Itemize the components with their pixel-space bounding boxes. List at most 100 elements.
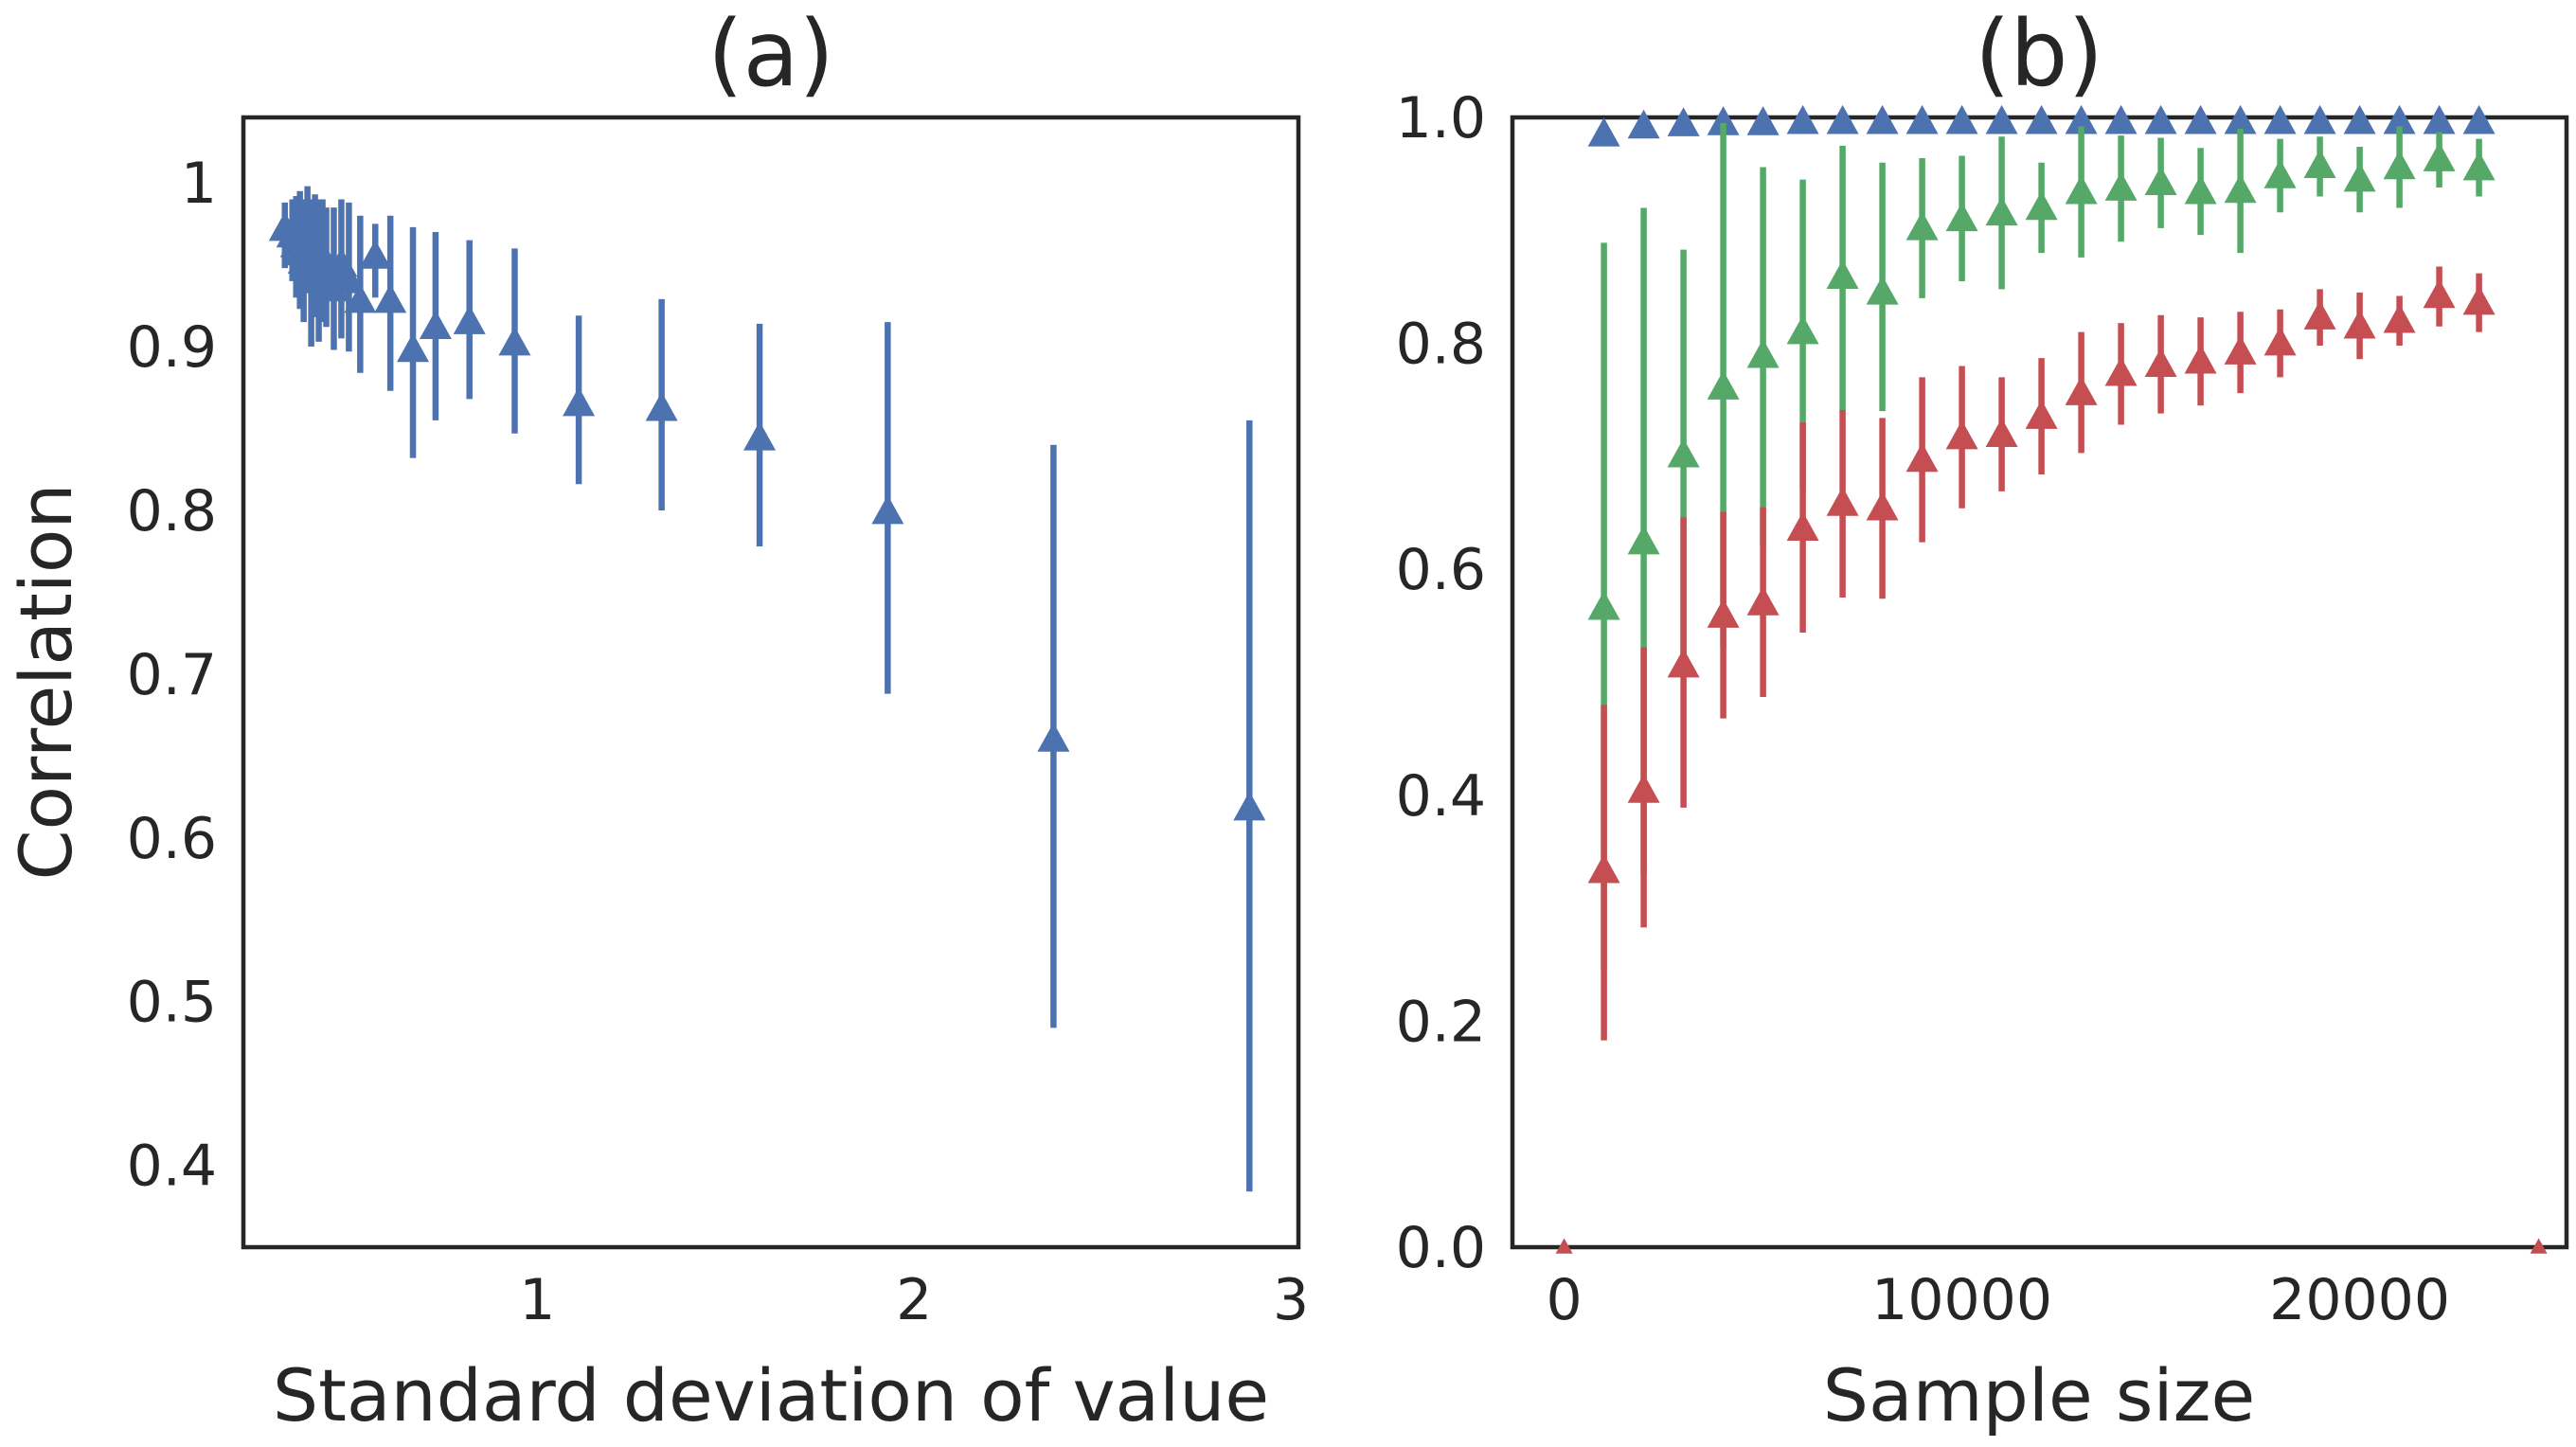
data-point-marker xyxy=(743,421,777,451)
panel-a-x-axis-label: Standard deviation of value xyxy=(273,1353,1269,1438)
panel-a-y-tick-label: 0.4 xyxy=(127,1134,217,1200)
panel-b-xticks: 0 10000 20000 xyxy=(1547,1267,2451,1333)
data-point-marker xyxy=(1985,104,2018,134)
data-point-marker xyxy=(1707,106,1740,135)
panel-a-y-tick-label: 1 xyxy=(181,151,217,217)
panel-a-y-tick-label: 0.5 xyxy=(127,970,217,1036)
data-point-marker xyxy=(1786,104,1819,134)
data-point-marker xyxy=(1707,370,1740,400)
data-point-marker xyxy=(2065,104,2098,134)
data-point-marker xyxy=(1627,774,1660,803)
data-point-marker xyxy=(871,494,904,525)
data-point-marker xyxy=(1667,107,1700,136)
data-point-marker xyxy=(2423,142,2456,171)
data-point-marker xyxy=(2025,190,2058,221)
series-correlation xyxy=(268,186,1266,1192)
data-point-marker xyxy=(1587,853,1620,884)
data-point-marker xyxy=(2303,149,2336,179)
panel-a-marks xyxy=(268,186,1266,1192)
data-point-marker xyxy=(2184,174,2217,205)
data-point-marker xyxy=(1746,338,1780,368)
panel-a-y-tick-label: 0.6 xyxy=(127,806,217,872)
data-point-marker xyxy=(1707,598,1740,628)
data-point-marker xyxy=(2423,278,2456,309)
panel-b-x-axis-label: Sample size xyxy=(1823,1353,2255,1438)
data-point-marker xyxy=(1985,196,2018,226)
panel-b-frame xyxy=(1510,115,2569,1250)
data-point-marker xyxy=(1826,104,1859,134)
data-point-marker xyxy=(1985,418,2018,447)
series-green xyxy=(1587,122,2496,971)
data-point-marker xyxy=(2144,166,2177,195)
data-point-marker xyxy=(419,310,452,340)
data-point-marker xyxy=(1905,104,1939,134)
panel-b-x-tick-label: 10000 xyxy=(1871,1267,2052,1333)
data-point-marker xyxy=(1627,109,1660,139)
data-point-marker xyxy=(1866,104,1899,134)
data-point-marker xyxy=(498,326,531,356)
data-point-marker xyxy=(1866,276,1899,305)
data-point-marker xyxy=(2065,376,2098,405)
data-point-marker xyxy=(1587,117,1620,147)
data-point-marker xyxy=(344,283,377,313)
data-point-marker xyxy=(359,240,392,269)
data-point-marker xyxy=(2343,162,2376,192)
data-point-marker xyxy=(2462,104,2496,134)
data-point-marker xyxy=(1627,525,1660,555)
data-point-marker xyxy=(2423,104,2456,134)
panel-a-yticks: 0.4 0.5 0.6 0.7 0.8 0.9 1 xyxy=(127,151,217,1199)
data-point-marker xyxy=(332,264,366,294)
data-point-marker xyxy=(2383,104,2416,134)
panel-b-yticks: 0.0 0.2 0.4 0.6 0.8 1.0 xyxy=(1396,85,1486,1281)
data-point-marker xyxy=(374,283,407,313)
data-point-marker xyxy=(1786,314,1819,345)
data-point-marker xyxy=(1945,420,1978,450)
data-point-marker xyxy=(2462,285,2496,315)
data-point-marker xyxy=(2263,159,2297,188)
data-point-marker xyxy=(1037,723,1070,752)
panel-a-frame xyxy=(241,115,1301,1250)
panel-a-y-axis-label: Correlation xyxy=(4,483,88,880)
data-point-marker xyxy=(2343,104,2376,134)
data-point-marker xyxy=(1826,487,1859,516)
data-point-marker xyxy=(2065,174,2098,205)
data-point-marker xyxy=(2025,104,2058,134)
panel-b-y-tick-label: 0.8 xyxy=(1396,312,1486,378)
panel-b: 0.0 0.2 0.4 0.6 0.8 1.0 0 10000 20000 (b) Sampl… xyxy=(1396,1,2569,1438)
panel-b-x-tick-label: 0 xyxy=(1547,1267,1583,1333)
data-point-marker xyxy=(1866,491,1899,521)
data-point-marker xyxy=(1667,438,1700,468)
data-point-marker xyxy=(2224,335,2257,365)
data-point-marker xyxy=(1905,442,1939,473)
data-point-marker xyxy=(1945,202,1978,232)
data-point-marker xyxy=(2303,104,2336,134)
data-point-marker xyxy=(2144,104,2177,134)
panel-a-x-tick-label: 1 xyxy=(519,1267,555,1333)
series-red xyxy=(1587,266,2496,1041)
data-point-marker xyxy=(1587,590,1620,620)
data-point-marker xyxy=(2462,151,2496,181)
panel-a-y-tick-label: 0.7 xyxy=(127,642,217,708)
data-point-marker xyxy=(2104,171,2138,201)
panel-b-y-tick-label: 0.6 xyxy=(1396,537,1486,603)
data-point-marker xyxy=(2383,150,2416,180)
data-point-marker xyxy=(2025,400,2058,429)
panel-b-y-tick-label: 1.0 xyxy=(1396,85,1486,152)
data-point-marker xyxy=(2530,1238,2548,1254)
panel-a-xticks: 1 2 3 xyxy=(519,1267,1309,1333)
data-point-marker xyxy=(1555,1238,1573,1254)
panel-a-title: (a) xyxy=(707,1,834,107)
data-point-marker xyxy=(2263,326,2297,356)
data-point-marker xyxy=(1667,648,1700,678)
panel-a-x-tick-label: 3 xyxy=(1273,1267,1309,1333)
series-red-edge-markers xyxy=(1555,1238,2548,1254)
data-point-marker xyxy=(1826,259,1859,289)
data-point-marker xyxy=(2184,344,2217,374)
data-point-marker xyxy=(1905,211,1939,241)
data-point-marker xyxy=(2343,309,2376,339)
data-point-marker xyxy=(2184,104,2217,134)
data-point-marker xyxy=(1746,586,1780,616)
data-point-marker xyxy=(1945,104,1978,134)
data-point-marker xyxy=(2263,104,2297,134)
